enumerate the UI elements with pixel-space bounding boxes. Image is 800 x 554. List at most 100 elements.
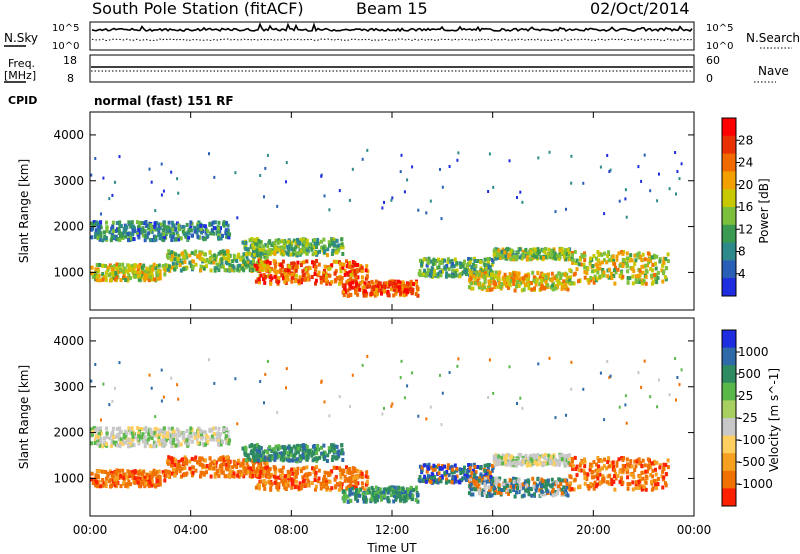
power-cell	[308, 243, 311, 247]
ytick-label: 1000	[53, 471, 84, 485]
power-cell	[252, 259, 255, 264]
velocity-cell	[290, 479, 294, 483]
power-cell	[578, 257, 582, 262]
velocity-cell	[351, 486, 355, 491]
power-cell	[596, 266, 600, 271]
velocity-cell	[487, 485, 491, 490]
velocity-cell	[541, 478, 545, 483]
velocity-cell	[213, 474, 217, 479]
power-cell	[418, 268, 422, 273]
power-cell	[522, 287, 526, 292]
power-cell	[322, 278, 326, 283]
power-cell	[96, 234, 100, 238]
velocity-cell	[508, 489, 512, 494]
power-cell	[302, 249, 306, 254]
power-cell	[288, 242, 292, 247]
velocity-cell	[430, 472, 434, 477]
velocity-cell	[182, 431, 186, 436]
power-cell	[503, 272, 507, 277]
power-cell	[516, 280, 519, 285]
velocity-cell	[184, 472, 188, 477]
velocity-cell	[398, 497, 402, 502]
power-cell	[531, 270, 535, 275]
velocity-cell	[152, 468, 156, 473]
velocity-cell	[374, 485, 378, 490]
power-cell	[125, 268, 129, 273]
power-cell	[136, 264, 140, 269]
velocity-cell	[174, 432, 178, 437]
power-cell	[414, 280, 418, 285]
velocity-cell	[588, 467, 592, 472]
velocity-cell	[387, 499, 391, 504]
power-cell	[348, 270, 352, 275]
power-cell	[100, 212, 102, 216]
velocity-cell	[276, 410, 279, 414]
velocity-cell	[160, 399, 163, 403]
power-cell	[635, 253, 639, 258]
velocity-cell	[543, 456, 547, 461]
velocity-cell	[554, 416, 557, 420]
power-cell	[101, 238, 105, 243]
velocity-cell	[102, 481, 106, 486]
power-cell	[358, 287, 362, 292]
power-cell	[342, 293, 346, 298]
power-cell	[155, 227, 159, 232]
velocity-cell	[118, 468, 122, 473]
velocity-cell	[199, 474, 203, 479]
velocity-cell	[263, 486, 267, 491]
velocity-cell	[139, 481, 143, 486]
power-cell	[277, 276, 281, 281]
power-cell	[169, 229, 173, 234]
velocity-cell	[244, 453, 248, 457]
velocity-cell	[658, 378, 660, 382]
power-cell	[325, 253, 329, 257]
power-cell	[220, 264, 224, 269]
colorbar-segment	[722, 207, 736, 226]
power-cell	[547, 247, 551, 252]
velocity-cell	[504, 460, 508, 465]
power-cell	[319, 275, 323, 280]
power-cell	[411, 287, 415, 292]
velocity-cell	[561, 478, 565, 483]
power-cell	[254, 251, 258, 256]
velocity-cell	[201, 463, 205, 468]
velocity-cell	[637, 371, 640, 375]
velocity-cell	[351, 470, 355, 475]
velocity-cell	[328, 449, 331, 454]
velocity-cell	[374, 496, 378, 501]
power-cell	[133, 229, 137, 233]
power-cell	[153, 225, 157, 230]
power-cell	[559, 276, 563, 281]
velocity-cell	[439, 479, 443, 484]
power-cell	[443, 265, 447, 270]
power-cell	[455, 268, 459, 273]
power-cell	[349, 272, 353, 277]
velocity-cell	[445, 470, 449, 474]
velocity-cell	[350, 474, 354, 479]
power-cell	[390, 287, 393, 292]
power-cell	[116, 270, 119, 275]
velocity-cell	[606, 474, 610, 479]
velocity-cell	[136, 480, 140, 485]
power-cell	[443, 258, 447, 263]
velocity-cell	[246, 455, 250, 460]
power-cell	[324, 271, 328, 276]
velocity-cell	[138, 434, 142, 439]
velocity-cell	[634, 480, 638, 485]
power-cell	[393, 279, 397, 284]
power-cell	[121, 262, 125, 267]
power-cell	[634, 258, 638, 263]
power-cell	[497, 277, 501, 282]
xtick-label: 04:00	[173, 523, 208, 537]
velocity-cell	[312, 470, 316, 475]
velocity-cell	[360, 471, 364, 476]
velocity-cell	[545, 459, 549, 464]
power-cell	[256, 242, 260, 247]
velocity-cell	[479, 466, 483, 471]
power-cell	[607, 250, 611, 255]
velocity-cell	[299, 443, 303, 448]
power-cell	[198, 256, 202, 261]
power-cell	[595, 256, 598, 261]
velocity-cell	[123, 429, 127, 434]
velocity-cell	[497, 487, 501, 492]
